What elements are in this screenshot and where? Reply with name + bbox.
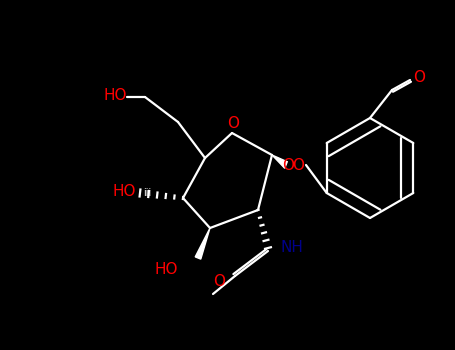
Polygon shape: [195, 228, 210, 259]
Text: O: O: [227, 117, 239, 132]
Text: HO: HO: [112, 184, 136, 200]
Text: iii: iii: [143, 188, 151, 198]
Text: O: O: [413, 70, 425, 84]
Text: O: O: [213, 273, 225, 288]
Text: O: O: [292, 158, 304, 173]
Text: HO: HO: [103, 89, 127, 104]
Text: NH: NH: [280, 239, 303, 254]
Polygon shape: [272, 155, 287, 168]
Text: HO: HO: [155, 262, 178, 278]
Text: O: O: [282, 159, 294, 174]
